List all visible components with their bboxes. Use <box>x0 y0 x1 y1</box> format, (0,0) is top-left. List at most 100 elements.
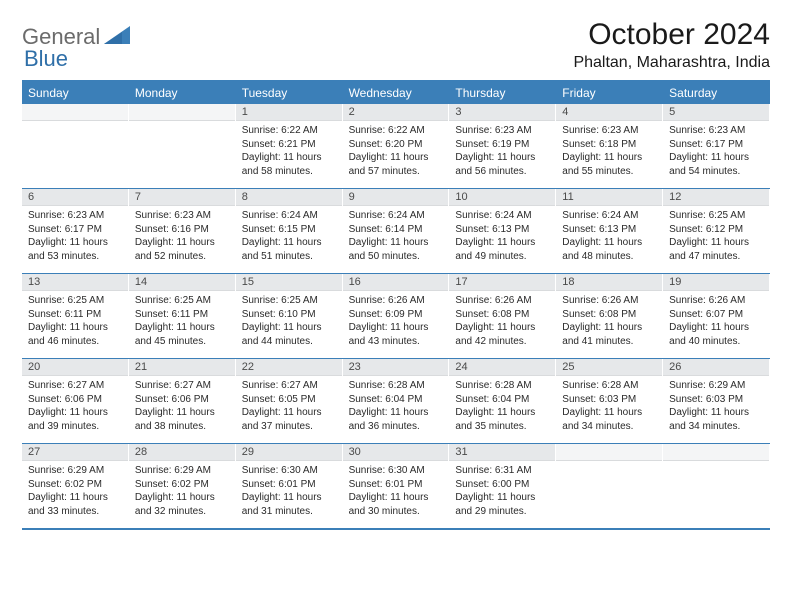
sunrise-text: Sunrise: 6:24 AM <box>455 209 549 223</box>
day-number: 16 <box>343 274 449 291</box>
day-details: Sunrise: 6:30 AMSunset: 6:01 PMDaylight:… <box>236 461 342 524</box>
day-details: Sunrise: 6:31 AMSunset: 6:00 PMDaylight:… <box>449 461 555 524</box>
day-details: Sunrise: 6:30 AMSunset: 6:01 PMDaylight:… <box>343 461 449 524</box>
sunrise-text: Sunrise: 6:29 AM <box>28 464 122 478</box>
sunrise-text: Sunrise: 6:25 AM <box>669 209 763 223</box>
day-details: Sunrise: 6:26 AMSunset: 6:08 PMDaylight:… <box>449 291 555 354</box>
daylight-text: Daylight: 11 hours and 49 minutes. <box>455 236 549 263</box>
day-number: 21 <box>129 359 235 376</box>
calendar-cell: 1Sunrise: 6:22 AMSunset: 6:21 PMDaylight… <box>236 104 343 188</box>
calendar-cell: 8Sunrise: 6:24 AMSunset: 6:15 PMDaylight… <box>236 189 343 273</box>
daylight-text: Daylight: 11 hours and 31 minutes. <box>242 491 336 518</box>
calendar-cell: 10Sunrise: 6:24 AMSunset: 6:13 PMDayligh… <box>449 189 556 273</box>
day-number <box>663 444 769 461</box>
sunset-text: Sunset: 6:11 PM <box>135 308 229 322</box>
daylight-text: Daylight: 11 hours and 55 minutes. <box>562 151 656 178</box>
calendar-cell <box>663 444 770 528</box>
calendar-cell: 22 Sunrise: 6:27 AMSunset: 6:05 PMDayligh… <box>236 359 343 443</box>
sunset-text: Sunset: 6:03 PM <box>669 393 763 407</box>
calendar-cell: 3Sunrise: 6:23 AMSunset: 6:19 PMDaylight… <box>449 104 556 188</box>
day-details: Sunrise: 6:24 AMSunset: 6:14 PMDaylight:… <box>343 206 449 269</box>
sunrise-text: Sunrise: 6:28 AM <box>455 379 549 393</box>
sunset-text: Sunset: 6:12 PM <box>669 223 763 237</box>
sunset-text: Sunset: 6:02 PM <box>28 478 122 492</box>
sunset-text: Sunset: 6:11 PM <box>28 308 122 322</box>
sunset-text: Sunset: 6:01 PM <box>349 478 443 492</box>
sunset-text: Sunset: 6:17 PM <box>28 223 122 237</box>
day-details: Sunrise: 6:27 AMSunset: 6:06 PMDaylight:… <box>22 376 128 439</box>
daylight-text: Daylight: 11 hours and 44 minutes. <box>242 321 336 348</box>
sunset-text: Sunset: 6:14 PM <box>349 223 443 237</box>
sunrise-text: Sunrise: 6:22 AM <box>242 124 336 138</box>
sunset-text: Sunset: 6:05 PM <box>242 393 336 407</box>
calendar-cell: 14 Sunrise: 6:25 AMSunset: 6:11 PMDayligh… <box>129 274 236 358</box>
day-number: 7 <box>129 189 235 206</box>
sunrise-text: Sunrise: 6:29 AM <box>135 464 229 478</box>
day-details <box>663 461 769 470</box>
sunrise-text: Sunrise: 6:25 AM <box>242 294 336 308</box>
calendar-cell: 16Sunrise: 6:26 AMSunset: 6:09 PMDayligh… <box>343 274 450 358</box>
day-details: Sunrise: 6:29 AMSunset: 6:03 PMDaylight:… <box>663 376 769 439</box>
daylight-text: Daylight: 11 hours and 53 minutes. <box>28 236 122 263</box>
sunset-text: Sunset: 6:18 PM <box>562 138 656 152</box>
calendar-cell: 27Sunrise: 6:29 AMSunset: 6:02 PMDayligh… <box>22 444 129 528</box>
day-number: 17 <box>449 274 555 291</box>
day-number: 20 <box>22 359 128 376</box>
sunrise-text: Sunrise: 6:28 AM <box>349 379 443 393</box>
day-number: 14 <box>129 274 235 291</box>
weekday-wednesday: Wednesday <box>343 82 450 104</box>
daylight-text: Daylight: 11 hours and 42 minutes. <box>455 321 549 348</box>
day-number: 25 <box>556 359 662 376</box>
day-details: Sunrise: 6:26 AMSunset: 6:09 PMDaylight:… <box>343 291 449 354</box>
day-number: 27 <box>22 444 128 461</box>
sunset-text: Sunset: 6:21 PM <box>242 138 336 152</box>
calendar-cell: 23Sunrise: 6:28 AMSunset: 6:04 PMDayligh… <box>343 359 450 443</box>
daylight-text: Daylight: 11 hours and 47 minutes. <box>669 236 763 263</box>
location-label: Phaltan, Maharashtra, India <box>573 54 770 72</box>
day-number: 11 <box>556 189 662 206</box>
sunrise-text: Sunrise: 6:23 AM <box>669 124 763 138</box>
day-number: 22 <box>236 359 342 376</box>
day-number: 15 <box>236 274 342 291</box>
daylight-text: Daylight: 11 hours and 50 minutes. <box>349 236 443 263</box>
calendar-cell <box>22 104 129 188</box>
sunset-text: Sunset: 6:01 PM <box>242 478 336 492</box>
day-number: 26 <box>663 359 769 376</box>
sunrise-text: Sunrise: 6:27 AM <box>242 379 336 393</box>
weekday-header-row: Sunday Monday Tuesday Wednesday Thursday… <box>22 82 770 104</box>
calendar-cell: 19Sunrise: 6:26 AMSunset: 6:07 PMDayligh… <box>663 274 770 358</box>
daylight-text: Daylight: 11 hours and 40 minutes. <box>669 321 763 348</box>
sunrise-text: Sunrise: 6:28 AM <box>562 379 656 393</box>
sunset-text: Sunset: 6:13 PM <box>455 223 549 237</box>
day-details: Sunrise: 6:29 AMSunset: 6:02 PMDaylight:… <box>22 461 128 524</box>
sunset-text: Sunset: 6:20 PM <box>349 138 443 152</box>
calendar-cell: 31Sunrise: 6:31 AMSunset: 6:00 PMDayligh… <box>449 444 556 528</box>
day-details: Sunrise: 6:25 AMSunset: 6:11 PMDaylight:… <box>22 291 128 354</box>
sunrise-text: Sunrise: 6:26 AM <box>669 294 763 308</box>
calendar-cell: 25Sunrise: 6:28 AMSunset: 6:03 PMDayligh… <box>556 359 663 443</box>
daylight-text: Daylight: 11 hours and 52 minutes. <box>135 236 229 263</box>
calendar-cell: 6Sunrise: 6:23 AMSunset: 6:17 PMDaylight… <box>22 189 129 273</box>
sunrise-text: Sunrise: 6:26 AM <box>349 294 443 308</box>
day-number: 28 <box>129 444 235 461</box>
daylight-text: Daylight: 11 hours and 45 minutes. <box>135 321 229 348</box>
sunrise-text: Sunrise: 6:27 AM <box>28 379 122 393</box>
sunrise-text: Sunrise: 6:25 AM <box>135 294 229 308</box>
day-number <box>556 444 662 461</box>
day-number: 23 <box>343 359 449 376</box>
daylight-text: Daylight: 11 hours and 46 minutes. <box>28 321 122 348</box>
sunrise-text: Sunrise: 6:23 AM <box>562 124 656 138</box>
logo-text-blue-wrap: Blue <box>24 46 68 72</box>
day-details: Sunrise: 6:28 AMSunset: 6:03 PMDaylight:… <box>556 376 662 439</box>
daylight-text: Daylight: 11 hours and 30 minutes. <box>349 491 443 518</box>
logo-text-blue: Blue <box>24 46 68 71</box>
calendar-cell: 28Sunrise: 6:29 AMSunset: 6:02 PMDayligh… <box>129 444 236 528</box>
day-details: Sunrise: 6:26 AMSunset: 6:07 PMDaylight:… <box>663 291 769 354</box>
daylight-text: Daylight: 11 hours and 37 minutes. <box>242 406 336 433</box>
day-number <box>22 104 128 121</box>
day-number: 4 <box>556 104 662 121</box>
daylight-text: Daylight: 11 hours and 56 minutes. <box>455 151 549 178</box>
calendar-cell: 15Sunrise: 6:25 AMSunset: 6:10 PMDayligh… <box>236 274 343 358</box>
calendar-grid: 1Sunrise: 6:22 AMSunset: 6:21 PMDaylight… <box>22 104 770 530</box>
weekday-monday: Monday <box>129 82 236 104</box>
